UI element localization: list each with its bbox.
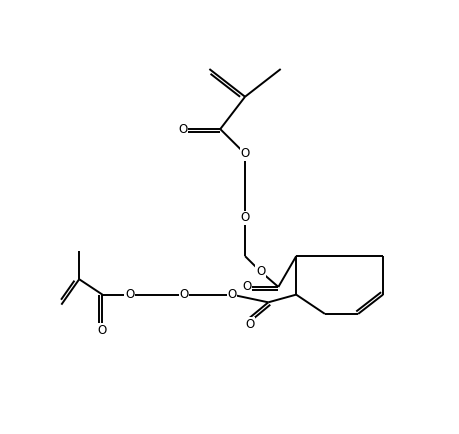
Text: O: O xyxy=(240,147,249,160)
Text: O: O xyxy=(98,324,107,337)
Text: O: O xyxy=(245,318,254,331)
Text: O: O xyxy=(178,122,187,135)
Text: O: O xyxy=(240,211,249,224)
Text: O: O xyxy=(179,288,188,301)
Text: O: O xyxy=(241,280,251,293)
Text: O: O xyxy=(125,288,134,301)
Text: O: O xyxy=(227,288,236,301)
Text: O: O xyxy=(255,265,264,278)
